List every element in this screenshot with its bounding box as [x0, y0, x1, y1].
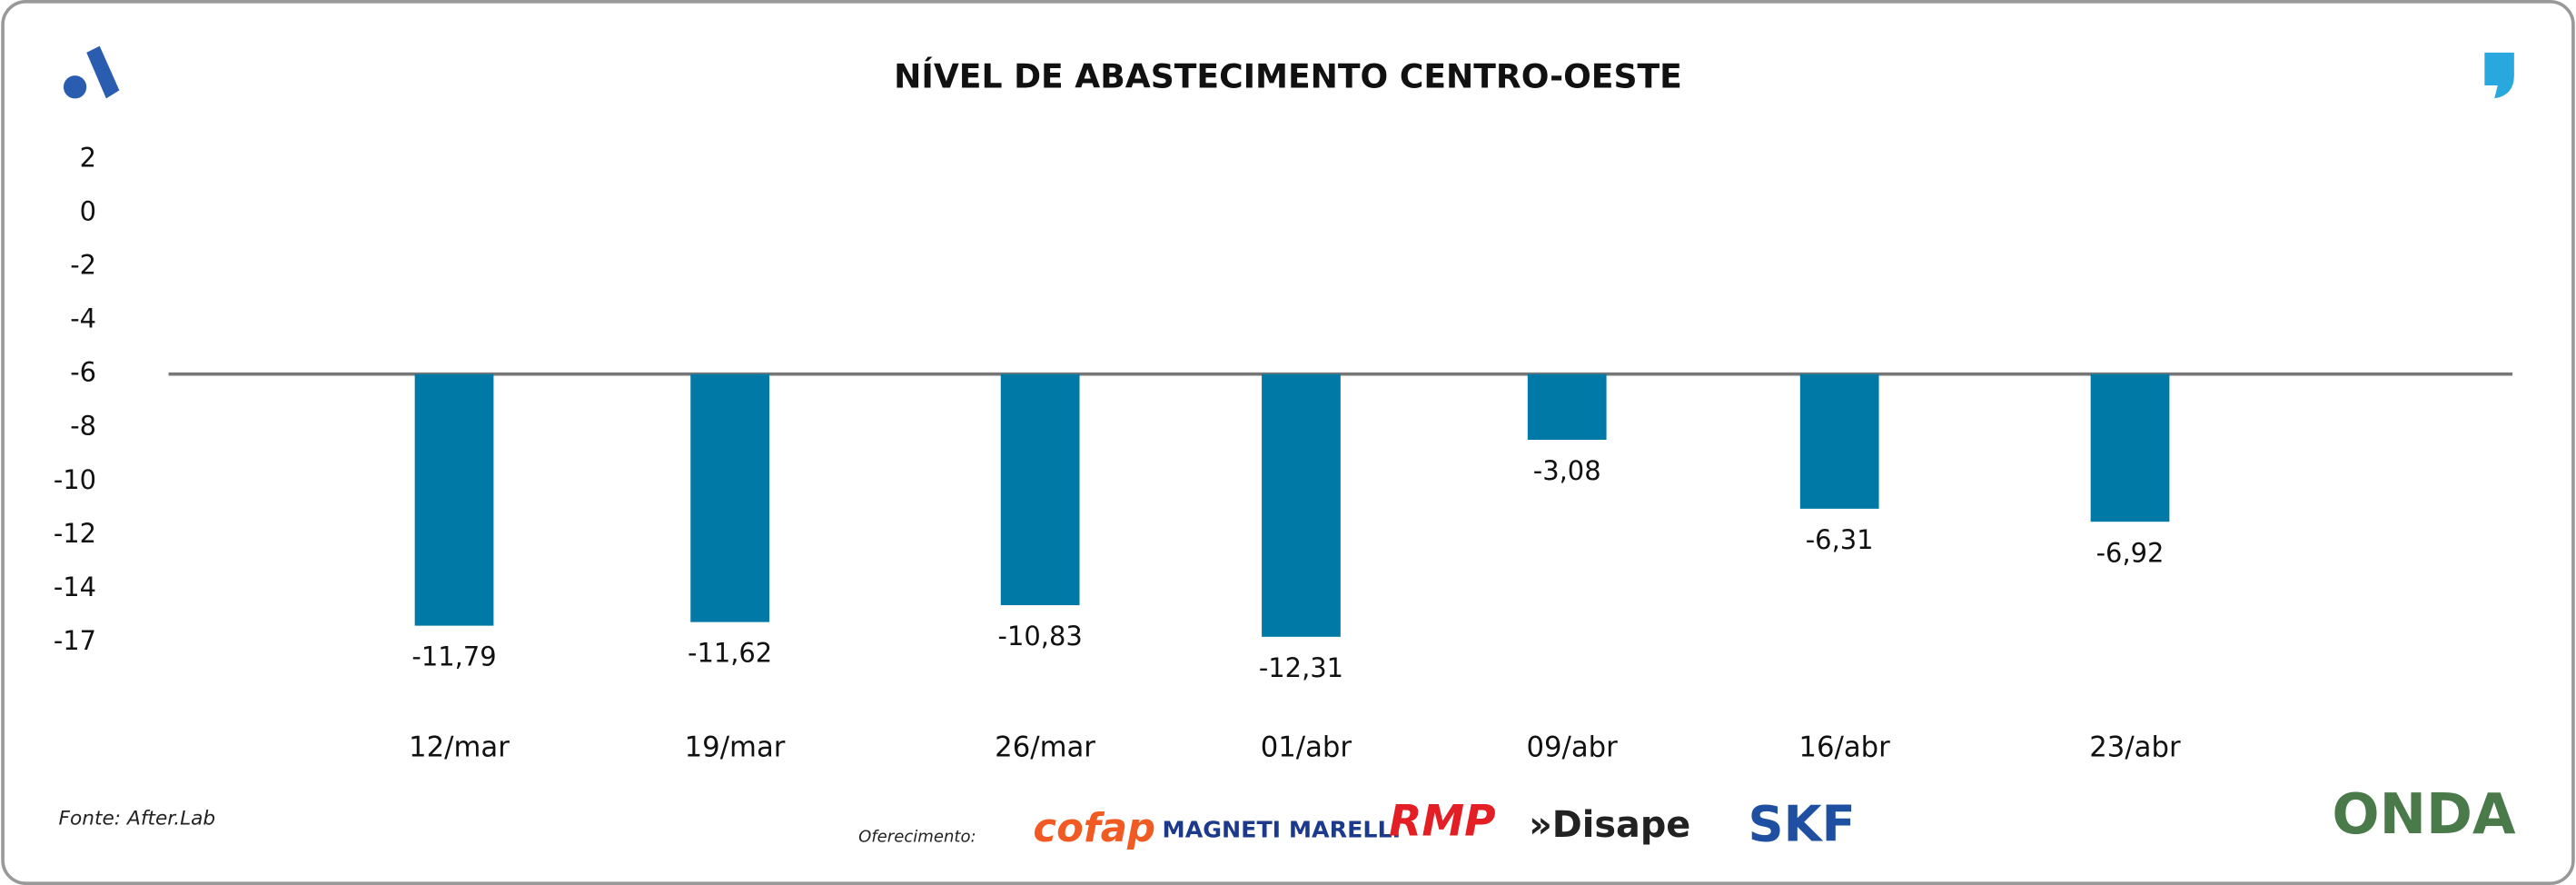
bar [1262, 373, 1341, 637]
y-tick-label: -17 [54, 625, 96, 656]
value-label: -11,62 [688, 638, 772, 669]
value-label: -10,83 [998, 621, 1083, 651]
x-tick-label: 23/abr [2089, 731, 2181, 764]
y-tick-label: -12 [54, 518, 96, 549]
y-tick-label: -8 [70, 411, 96, 442]
value-label: -6,31 [1806, 524, 1874, 555]
bar [1000, 373, 1080, 606]
y-tick-label: -4 [70, 303, 96, 334]
footer-brand: ONDA [2332, 782, 2516, 847]
source: Fonte: After.Lab [59, 808, 216, 830]
chart-title: NÍVEL DE ABASTECIMENTO CENTRO-OESTE [894, 57, 1682, 96]
sponsor-logo: SKF [1749, 795, 1856, 852]
x-tick-label: 16/abr [1798, 731, 1890, 764]
x-tick-label: 12/mar [409, 731, 510, 764]
y-tick-label: -6 [70, 357, 96, 388]
value-label: -12,31 [1259, 652, 1343, 683]
x-tick-label: 19/mar [685, 731, 786, 764]
x-tick-label: 01/abr [1261, 731, 1352, 764]
value-label: -11,79 [411, 641, 496, 672]
sponsor-logo: MAGNETI MARELLI [1163, 816, 1401, 842]
logo-right [2484, 52, 2514, 99]
value-label: -3,08 [1533, 455, 1601, 486]
y-tick-label: -14 [54, 572, 96, 602]
bar [690, 373, 769, 622]
sponsor-logo: cofap [1033, 806, 1155, 851]
bar [414, 373, 494, 626]
y-tick-label: 2 [80, 142, 96, 173]
sponsor-label: Oferecimento: [858, 828, 976, 847]
sponsor-logo: »Disape [1529, 804, 1690, 846]
y-tick-label: -2 [70, 249, 96, 280]
bar [2090, 373, 2170, 522]
x-tick-label: 09/abr [1526, 731, 1618, 764]
sponsor-logo: RMP [1389, 797, 1495, 847]
value-label: -6,92 [2096, 537, 2165, 568]
x-tick-label: 26/mar [995, 731, 1095, 764]
logo-left [63, 45, 120, 99]
y-tick-label: -10 [54, 464, 96, 495]
bar [1527, 373, 1607, 441]
bar [1799, 373, 1879, 509]
y-tick-label: 0 [80, 195, 96, 226]
